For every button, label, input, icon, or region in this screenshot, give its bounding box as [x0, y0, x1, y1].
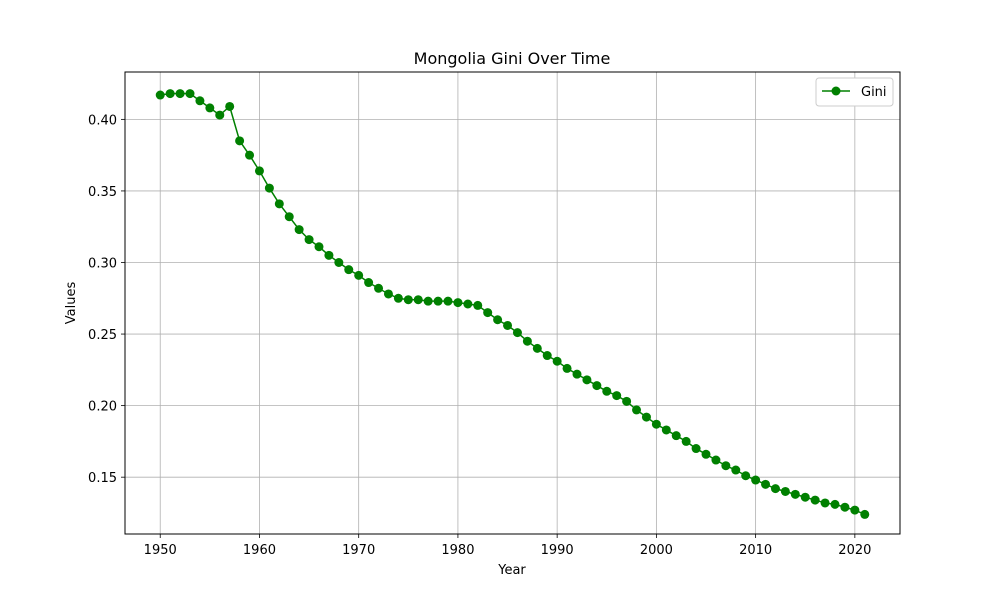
x-axis-label: Year	[497, 563, 526, 578]
data-point	[572, 369, 582, 379]
data-point	[175, 89, 185, 99]
data-point	[701, 449, 711, 459]
x-tick-label: 1970	[342, 543, 375, 558]
data-point	[403, 295, 413, 305]
data-point	[453, 298, 463, 308]
data-point	[770, 484, 780, 494]
data-point	[374, 283, 384, 293]
data-point	[552, 356, 562, 366]
data-point	[532, 343, 542, 353]
data-point	[800, 492, 810, 502]
data-point	[274, 199, 284, 209]
y-tick-label: 0.25	[88, 328, 117, 343]
data-point	[651, 419, 661, 429]
data-point	[711, 455, 721, 465]
data-point	[225, 101, 235, 111]
data-point	[364, 278, 374, 288]
data-point	[840, 502, 850, 512]
data-point	[641, 412, 651, 422]
data-point	[195, 96, 205, 106]
data-point	[582, 375, 592, 385]
data-point	[294, 225, 304, 235]
data-point	[344, 265, 354, 275]
data-point	[632, 405, 642, 415]
data-point	[731, 465, 741, 475]
y-tick-label: 0.15	[88, 471, 117, 486]
data-point	[334, 257, 344, 267]
data-point	[761, 479, 771, 489]
data-point	[592, 381, 602, 391]
data-point	[780, 486, 790, 496]
legend: Gini	[815, 77, 894, 107]
data-point	[443, 296, 453, 306]
data-point	[165, 89, 175, 99]
data-point	[463, 299, 473, 309]
x-tick-label: 1980	[441, 543, 474, 558]
y-tick-label: 0.35	[88, 185, 117, 200]
x-tick-label: 2010	[739, 543, 772, 558]
chart-title: Mongolia Gini Over Time	[414, 49, 611, 68]
data-point	[542, 351, 552, 361]
y-axis-label: Values	[64, 282, 79, 325]
data-point	[671, 431, 681, 441]
data-point	[820, 498, 830, 508]
x-axis-ticks: 1950 1960 1970 1980 1990 2000 2010 2020	[144, 534, 871, 558]
legend-box	[815, 77, 894, 107]
series-layer	[155, 89, 870, 519]
y-axis-ticks: 0.15 0.20 0.25 0.30 0.35 0.40	[88, 113, 125, 486]
data-point	[304, 235, 314, 245]
y-tick-label: 0.30	[88, 256, 117, 271]
data-point	[215, 110, 225, 120]
data-point	[245, 150, 255, 160]
data-point	[264, 183, 274, 193]
data-point	[562, 363, 572, 373]
data-point	[413, 295, 423, 305]
legend-entry-gini: Gini	[861, 85, 887, 100]
data-point	[324, 250, 334, 260]
data-point	[393, 293, 403, 303]
x-tick-label: 2000	[640, 543, 673, 558]
data-point	[612, 391, 622, 401]
data-point	[433, 296, 443, 306]
data-point	[423, 296, 433, 306]
data-point	[235, 136, 245, 146]
data-point	[503, 320, 513, 330]
x-tick-label: 1960	[243, 543, 276, 558]
x-tick-label: 1990	[541, 543, 574, 558]
data-point	[185, 89, 195, 99]
x-tick-label: 2020	[838, 543, 871, 558]
data-point	[681, 436, 691, 446]
data-point	[254, 166, 264, 176]
plot-frame	[124, 71, 901, 535]
data-point	[493, 315, 503, 325]
data-point	[860, 509, 870, 519]
data-point	[522, 336, 532, 346]
data-point	[473, 300, 483, 310]
y-tick-label: 0.40	[88, 113, 117, 128]
data-point	[622, 396, 632, 406]
data-point	[850, 505, 860, 515]
data-point	[383, 289, 393, 299]
data-point	[810, 495, 820, 505]
x-tick-label: 1950	[144, 543, 177, 558]
legend-marker-swatch	[831, 86, 841, 96]
data-point	[790, 489, 800, 499]
data-point	[721, 461, 731, 471]
data-point	[512, 328, 522, 338]
y-tick-label: 0.20	[88, 400, 117, 415]
grid	[125, 72, 900, 534]
data-point	[661, 425, 671, 435]
data-point	[205, 103, 215, 113]
data-point	[751, 475, 761, 485]
data-point	[741, 471, 751, 481]
data-point	[830, 499, 840, 509]
data-point	[284, 212, 294, 222]
data-point	[483, 308, 493, 318]
data-point	[354, 270, 364, 280]
data-point	[602, 386, 612, 396]
data-point	[691, 444, 701, 454]
data-point	[314, 242, 324, 252]
data-point	[155, 90, 165, 100]
